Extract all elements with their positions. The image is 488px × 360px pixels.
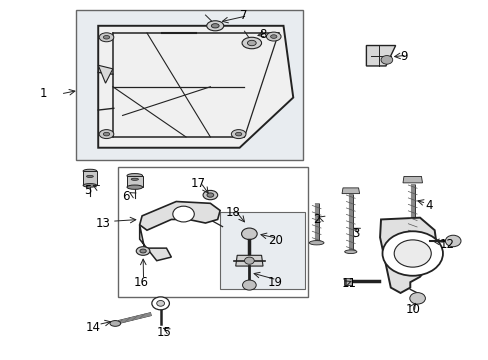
Bar (127, 176, 142, 187)
Ellipse shape (266, 32, 281, 41)
Polygon shape (341, 188, 359, 194)
Ellipse shape (103, 36, 109, 39)
Ellipse shape (231, 130, 245, 139)
Text: 1: 1 (40, 87, 47, 100)
Circle shape (242, 280, 256, 290)
FancyBboxPatch shape (118, 167, 307, 297)
Ellipse shape (127, 174, 142, 178)
Ellipse shape (110, 320, 121, 326)
Text: 5: 5 (84, 184, 92, 197)
Ellipse shape (235, 132, 242, 136)
Ellipse shape (270, 35, 276, 39)
Polygon shape (379, 218, 436, 293)
Circle shape (393, 240, 430, 267)
Ellipse shape (405, 246, 419, 250)
Ellipse shape (203, 190, 217, 200)
Text: 15: 15 (157, 326, 171, 339)
Text: 3: 3 (351, 227, 358, 240)
FancyBboxPatch shape (220, 212, 305, 289)
Ellipse shape (211, 24, 219, 28)
Polygon shape (98, 65, 113, 83)
Ellipse shape (309, 240, 324, 245)
Circle shape (157, 301, 164, 306)
Ellipse shape (99, 33, 114, 42)
Text: 11: 11 (341, 278, 356, 291)
Circle shape (382, 231, 442, 276)
Ellipse shape (242, 37, 261, 49)
Text: 9: 9 (400, 50, 407, 63)
Ellipse shape (206, 21, 224, 31)
Text: 13: 13 (96, 216, 110, 230)
Text: 10: 10 (405, 303, 419, 316)
Ellipse shape (206, 193, 213, 197)
Circle shape (241, 228, 257, 239)
Ellipse shape (344, 250, 356, 253)
Bar (83, 171, 97, 185)
Text: 12: 12 (439, 238, 454, 251)
Circle shape (244, 257, 254, 264)
Text: 20: 20 (267, 234, 282, 247)
Ellipse shape (127, 185, 142, 189)
Ellipse shape (140, 249, 146, 253)
Circle shape (380, 55, 392, 64)
Polygon shape (235, 255, 263, 266)
Circle shape (445, 235, 460, 247)
Polygon shape (98, 26, 293, 148)
Circle shape (409, 293, 425, 304)
Polygon shape (344, 278, 351, 285)
Ellipse shape (99, 130, 114, 139)
Polygon shape (140, 225, 171, 261)
Polygon shape (140, 202, 220, 230)
Text: 17: 17 (190, 177, 205, 190)
Text: 6: 6 (122, 190, 130, 203)
Ellipse shape (86, 175, 93, 177)
Ellipse shape (83, 184, 97, 187)
Ellipse shape (103, 132, 109, 136)
Polygon shape (402, 176, 422, 183)
Text: 19: 19 (267, 276, 283, 289)
Text: 2: 2 (312, 213, 320, 226)
Ellipse shape (247, 40, 256, 46)
Circle shape (172, 206, 194, 222)
Text: 8: 8 (259, 28, 266, 41)
Text: 16: 16 (133, 276, 148, 289)
Text: 18: 18 (225, 206, 241, 219)
Text: 14: 14 (86, 320, 101, 333)
Ellipse shape (83, 169, 97, 173)
Ellipse shape (131, 178, 138, 180)
FancyBboxPatch shape (76, 10, 303, 160)
Ellipse shape (136, 247, 150, 255)
Text: 4: 4 (424, 199, 431, 212)
Text: 7: 7 (239, 9, 246, 22)
Circle shape (152, 297, 169, 310)
Polygon shape (366, 45, 395, 66)
